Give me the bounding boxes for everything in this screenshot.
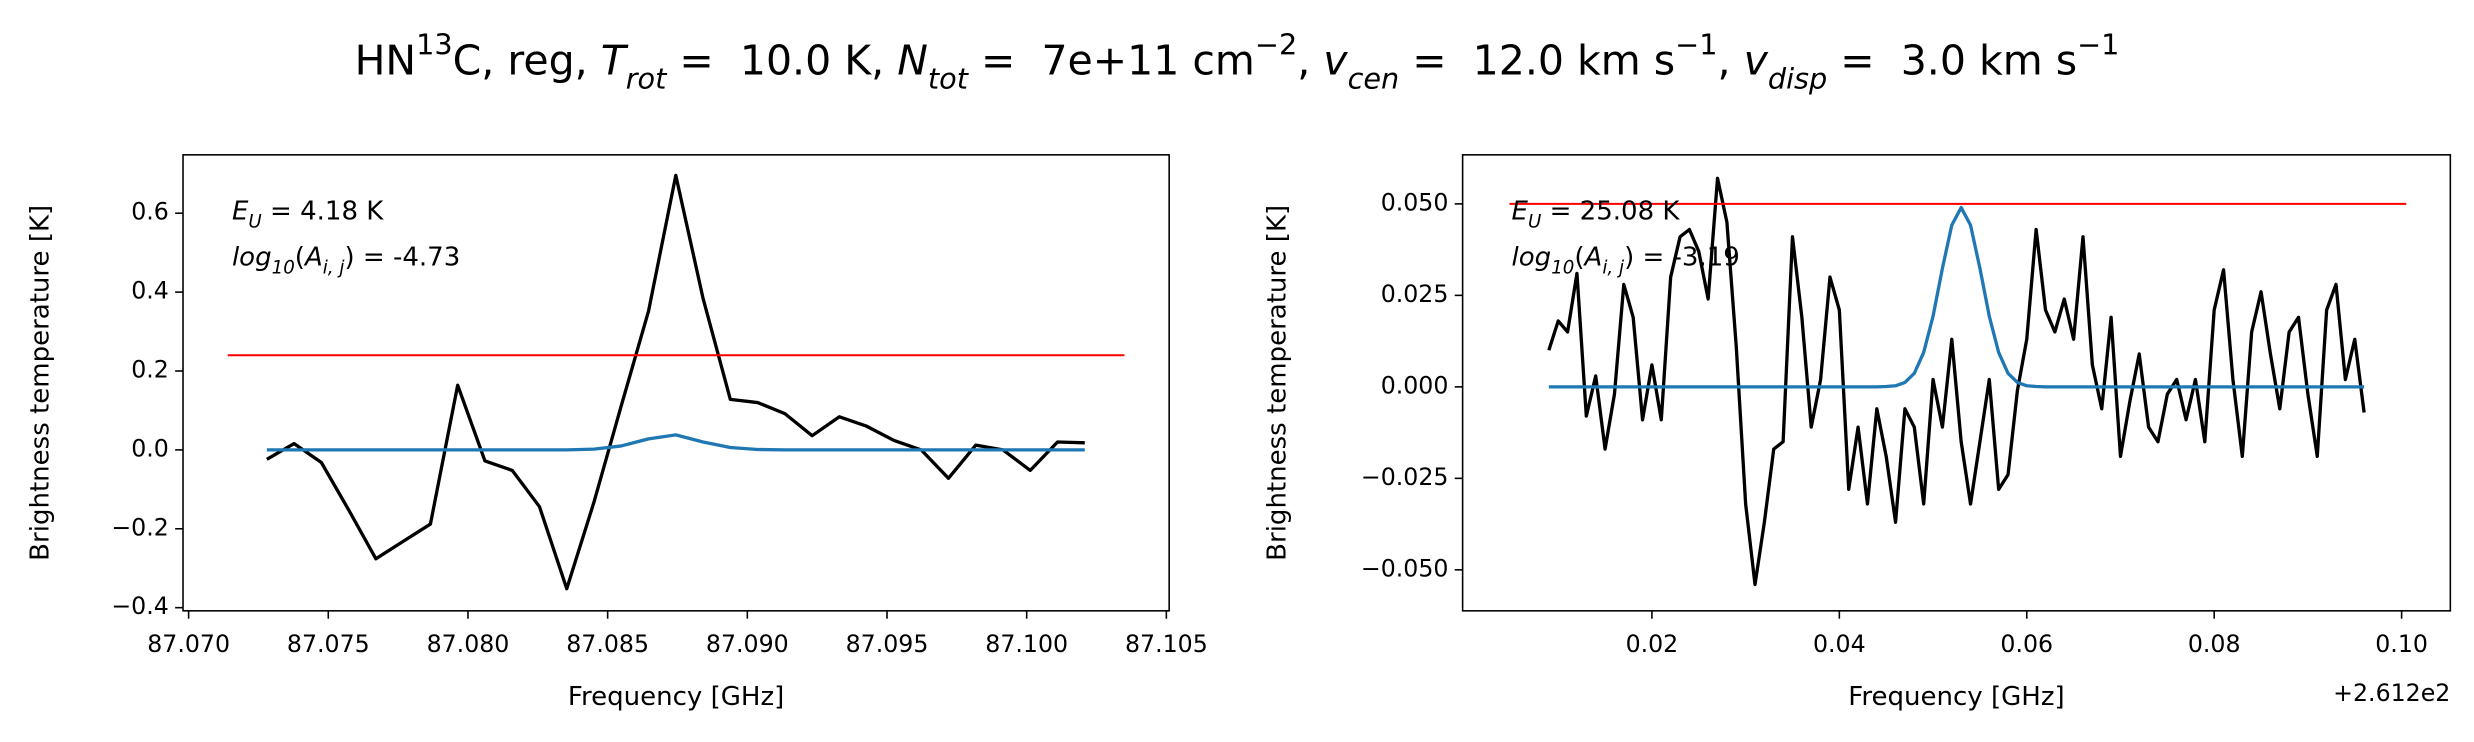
x-tick-label: 87.095	[846, 630, 929, 658]
text-segment: ,	[1717, 36, 1743, 84]
text-segment: tot	[928, 61, 970, 95]
y-tick-label: 0.2	[131, 356, 169, 384]
text-segment: v	[1323, 36, 1348, 84]
data-line	[1548, 205, 2365, 389]
text-segment: ,	[1297, 36, 1323, 84]
x-tick-label: 0.04	[1813, 630, 1866, 658]
text-segment: E	[232, 196, 249, 226]
text-segment: 10	[272, 257, 295, 278]
annotation: EU = 4.18 K	[232, 196, 384, 232]
y-tick-label: 0.0	[131, 434, 169, 462]
data-line	[266, 173, 1085, 591]
text-segment: E	[1512, 196, 1529, 226]
text-segment: T	[601, 36, 629, 84]
text-segment: = 3.0 km s	[1827, 36, 2077, 84]
text-segment: = 12.0 km s	[1399, 36, 1675, 84]
x-tick-label: 87.070	[147, 630, 230, 658]
x-tick-label: 87.080	[427, 630, 510, 658]
y-tick-label: 0.025	[1381, 280, 1449, 308]
y-axis-label: Brightness temperature [K]	[26, 205, 56, 561]
text-segment: A	[1583, 242, 1603, 272]
text-segment: U	[1528, 211, 1541, 232]
plot-frame	[182, 154, 1170, 612]
text-segment: disp	[1768, 61, 1827, 95]
x-tick-label: 87.075	[287, 630, 370, 658]
text-segment: −1	[1675, 27, 1717, 61]
text-segment: = 25.08 K	[1541, 196, 1680, 226]
x-tick-label: 0.06	[2000, 630, 2053, 658]
y-tick-label: 0.050	[1381, 188, 1449, 216]
x-tick-label: 87.090	[706, 630, 789, 658]
text-segment: ) = -3.19	[1624, 242, 1740, 272]
y-tick-label: 0.4	[131, 277, 169, 305]
x-tick-label: 0.10	[2375, 630, 2428, 658]
text-segment: (	[1574, 242, 1584, 272]
text-segment: = 7e+11 cm	[968, 36, 1255, 84]
text-segment: log	[232, 242, 272, 272]
x-tick-label: 87.085	[566, 630, 649, 658]
text-segment: 10	[1551, 257, 1574, 278]
x-tick-label: 0.02	[1626, 630, 1679, 658]
plot-frame	[1461, 154, 2452, 612]
text-segment: U	[248, 211, 261, 232]
text-segment: N	[897, 36, 928, 84]
x-tick-label: 87.100	[985, 630, 1068, 658]
text-segment: HN	[355, 36, 417, 84]
text-segment: = 4.18 K	[262, 196, 385, 226]
text-segment: = 10.0 K,	[666, 36, 897, 84]
x-offset-label: +2.612e2	[2333, 679, 2450, 707]
text-segment: i, j	[323, 257, 346, 278]
text-segment: −2	[1255, 27, 1297, 61]
text-segment: log	[1512, 242, 1552, 272]
text-segment: (	[295, 242, 305, 272]
y-tick-label: −0.050	[1361, 554, 1449, 582]
text-segment: 13	[416, 27, 453, 61]
annotation: log10(Ai, j) = -3.19	[1512, 242, 1740, 278]
text-segment: −1	[2077, 27, 2119, 61]
y-tick-label: −0.4	[111, 592, 168, 620]
text-segment: A	[303, 242, 323, 272]
y-tick-label: −0.2	[111, 513, 168, 541]
text-segment: ) = -4.73	[344, 242, 460, 272]
text-segment: rot	[626, 61, 668, 95]
y-tick-label: −0.025	[1361, 463, 1449, 491]
figure-title: HN13C, reg, Trot = 10.0 K, Ntot = 7e+11 …	[355, 27, 2120, 95]
data-line	[266, 433, 1085, 452]
annotation: EU = 25.08 K	[1512, 196, 1681, 232]
y-tick-label: 0.6	[131, 198, 169, 226]
annotation: log10(Ai, j) = -4.73	[232, 242, 460, 278]
x-tick-label: 87.105	[1125, 630, 1208, 658]
text-segment: cen	[1348, 61, 1400, 95]
text-segment: C, reg,	[453, 36, 601, 84]
text-segment: i, j	[1602, 257, 1625, 278]
y-axis-label: Brightness temperature [K]	[1263, 205, 1293, 561]
text-segment: v	[1744, 36, 1769, 84]
y-tick-label: 0.000	[1381, 371, 1449, 399]
x-axis-label: Frequency [GHz]	[1848, 682, 2064, 712]
x-tick-label: 0.08	[2188, 630, 2241, 658]
data-line	[1547, 176, 2366, 587]
x-axis-label: Frequency [GHz]	[568, 682, 784, 712]
